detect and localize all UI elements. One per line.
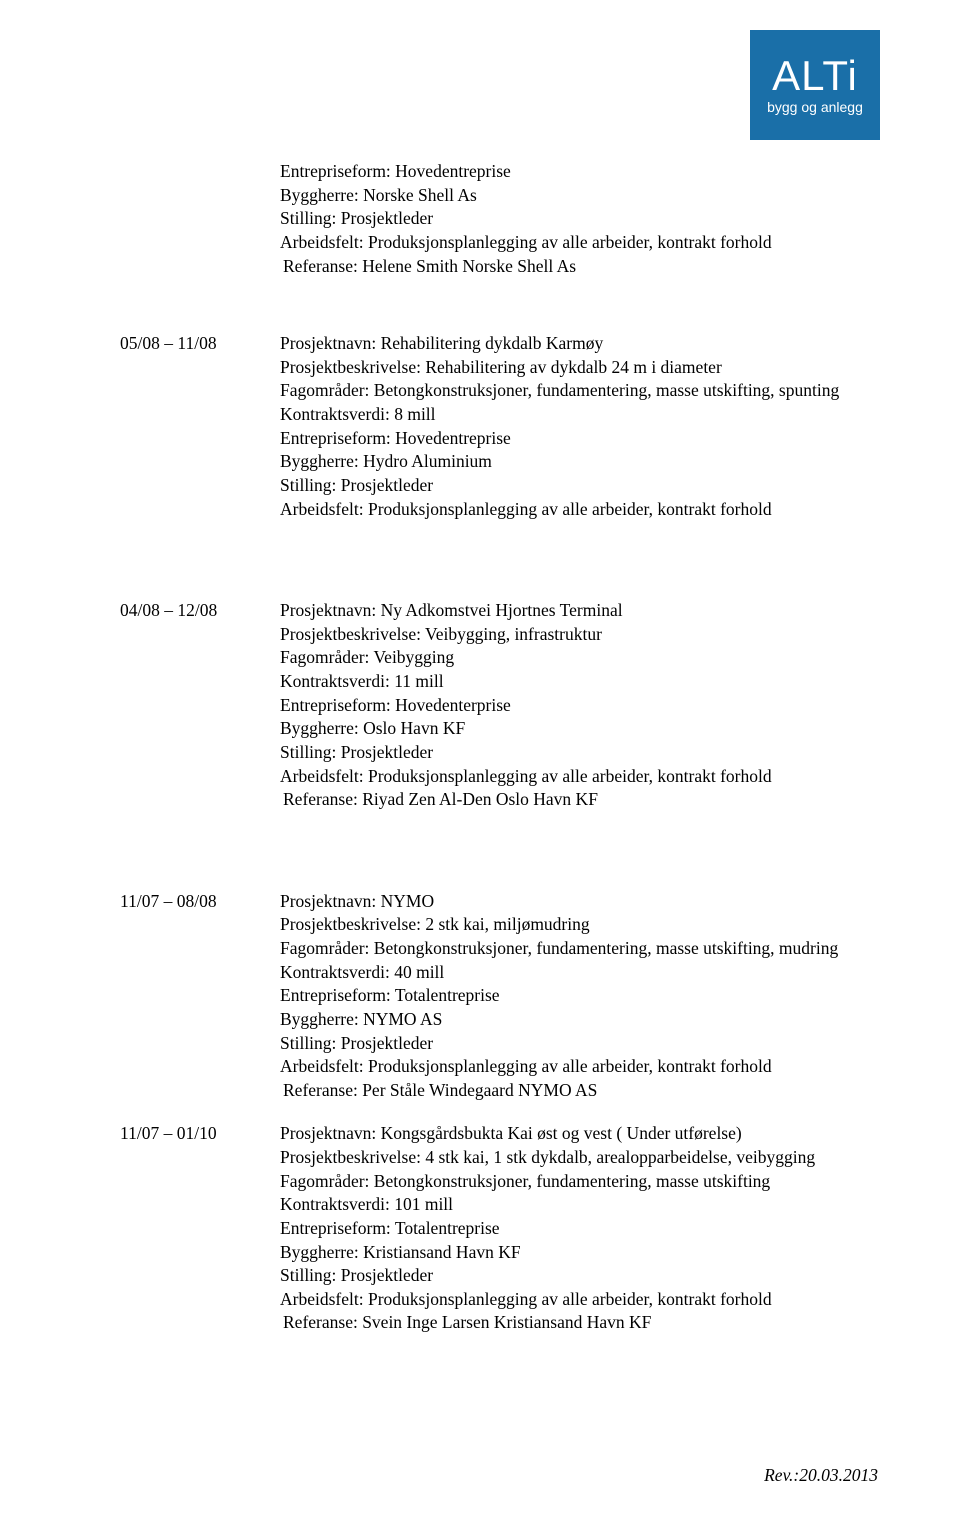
project-line: Byggherre: NYMO AS (280, 1008, 880, 1032)
project-title-row: 04/08 – 12/08 Prosjektnavn: Ny Adkomstve… (120, 599, 880, 623)
project-line: Arbeidsfelt: Produksjonsplanlegging av a… (280, 1055, 880, 1079)
project-line: Entrepriseform: Totalentreprise (280, 1217, 880, 1241)
project-line: Entrepriseform: Hovedenterprise (280, 694, 880, 718)
project-line: Fagområder: Betongkonstruksjoner, fundam… (280, 379, 880, 403)
project-title-row: 05/08 – 11/08 Prosjektnavn: Rehabiliteri… (120, 332, 880, 356)
cont-line: Stilling: Prosjektleder (280, 207, 880, 231)
company-logo: ALTi bygg og anlegg (750, 30, 880, 140)
project-title-row: 11/07 – 01/10 Prosjektnavn: Kongsgårdsbu… (120, 1122, 880, 1146)
top-continuation-block: Entrepriseform: Hovedentreprise Byggherr… (120, 160, 880, 278)
project-ref: Referanse: Per Ståle Windegaard NYMO AS (283, 1079, 880, 1103)
project-title-row: 11/07 – 08/08 Prosjektnavn: NYMO (120, 890, 880, 914)
project-block: 05/08 – 11/08 Prosjektnavn: Rehabiliteri… (120, 332, 880, 521)
project-ref: Referanse: Riyad Zen Al-Den Oslo Havn KF (283, 788, 880, 812)
project-line: Kontraktsverdi: 40 mill (280, 961, 880, 985)
project-line: Kontraktsverdi: 8 mill (280, 403, 880, 427)
project-line: Kontraktsverdi: 101 mill (280, 1193, 880, 1217)
cont-line: Byggherre: Norske Shell As (280, 184, 880, 208)
document-content: Entrepriseform: Hovedentreprise Byggherr… (120, 160, 880, 1389)
cont-line: Arbeidsfelt: Produksjonsplanlegging av a… (280, 231, 880, 255)
project-line: Prosjektbeskrivelse: Veibygging, infrast… (280, 623, 880, 647)
project-line: Fagområder: Betongkonstruksjoner, fundam… (280, 937, 880, 961)
project-title: Prosjektnavn: Kongsgårdsbukta Kai øst og… (280, 1122, 880, 1146)
project-line: Stilling: Prosjektleder (280, 1032, 880, 1056)
logo-main-text: ALTi (772, 55, 858, 97)
project-line: Arbeidsfelt: Produksjonsplanlegging av a… (280, 1288, 880, 1312)
cont-line: Entrepriseform: Hovedentreprise (280, 160, 880, 184)
logo-sub-text: bygg og anlegg (767, 99, 863, 115)
project-line: Entrepriseform: Totalentreprise (280, 984, 880, 1008)
project-title: Prosjektnavn: Rehabilitering dykdalb Kar… (280, 332, 880, 356)
project-date: 11/07 – 08/08 (120, 890, 280, 914)
project-line: Prosjektbeskrivelse: 2 stk kai, miljømud… (280, 913, 880, 937)
project-date: 11/07 – 01/10 (120, 1122, 280, 1146)
project-line: Kontraktsverdi: 11 mill (280, 670, 880, 694)
project-ref: Referanse: Svein Inge Larsen Kristiansan… (283, 1311, 880, 1335)
project-title: Prosjektnavn: Ny Adkomstvei Hjortnes Ter… (280, 599, 880, 623)
project-line: Byggherre: Hydro Aluminium (280, 450, 880, 474)
project-block: 04/08 – 12/08 Prosjektnavn: Ny Adkomstve… (120, 599, 880, 812)
project-line: Entrepriseform: Hovedentreprise (280, 427, 880, 451)
project-title: Prosjektnavn: NYMO (280, 890, 880, 914)
project-block: 11/07 – 08/08 Prosjektnavn: NYMO Prosjek… (120, 890, 880, 1103)
project-line: Prosjektbeskrivelse: Rehabilitering av d… (280, 356, 880, 380)
project-line: Stilling: Prosjektleder (280, 741, 880, 765)
project-line: Arbeidsfelt: Produksjonsplanlegging av a… (280, 498, 880, 522)
project-line: Stilling: Prosjektleder (280, 1264, 880, 1288)
project-block: 11/07 – 01/10 Prosjektnavn: Kongsgårdsbu… (120, 1122, 880, 1335)
project-line: Stilling: Prosjektleder (280, 474, 880, 498)
project-line: Byggherre: Kristiansand Havn KF (280, 1241, 880, 1265)
project-line: Byggherre: Oslo Havn KF (280, 717, 880, 741)
project-date: 05/08 – 11/08 (120, 332, 280, 356)
project-line: Fagområder: Betongkonstruksjoner, fundam… (280, 1170, 880, 1194)
project-line: Arbeidsfelt: Produksjonsplanlegging av a… (280, 765, 880, 789)
project-line: Fagområder: Veibygging (280, 646, 880, 670)
project-line: Prosjektbeskrivelse: 4 stk kai, 1 stk dy… (280, 1146, 880, 1170)
revision-footer: Rev.:20.03.2013 (764, 1465, 878, 1486)
project-date: 04/08 – 12/08 (120, 599, 280, 623)
cont-ref: Referanse: Helene Smith Norske Shell As (283, 255, 880, 279)
